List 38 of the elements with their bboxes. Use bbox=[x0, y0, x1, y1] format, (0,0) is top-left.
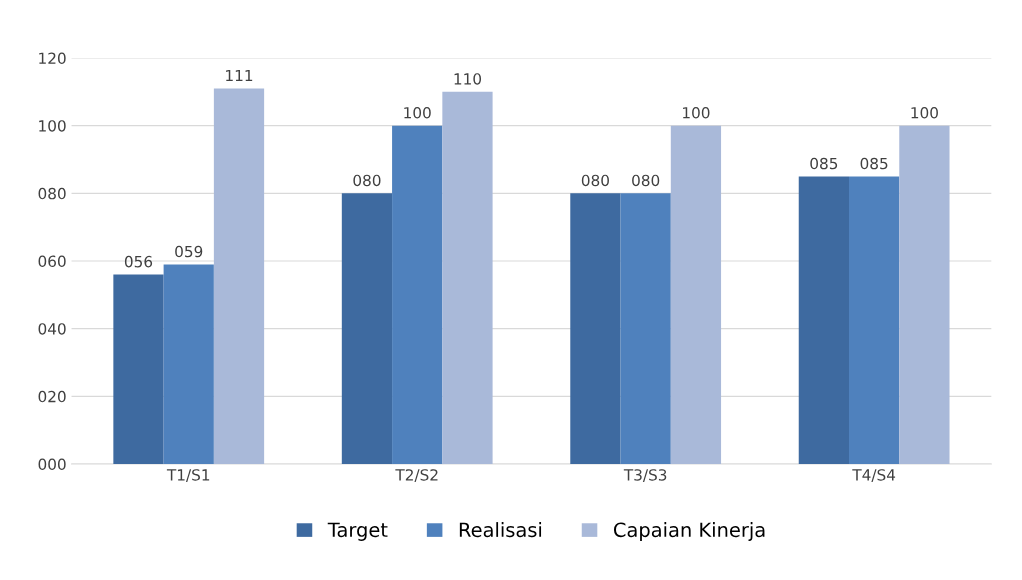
data-label: 111 bbox=[226, 69, 253, 82]
bar bbox=[899, 125, 950, 464]
y-tick-label: 120 bbox=[39, 52, 66, 65]
data-label: 085 bbox=[810, 157, 838, 170]
data-label: 059 bbox=[175, 245, 203, 258]
y-tick-label: 060 bbox=[38, 255, 66, 268]
bar bbox=[570, 193, 621, 464]
y-tick-label: 080 bbox=[38, 187, 66, 200]
x-tick-label: T1/S1 bbox=[166, 469, 210, 482]
x-tick-label: T2/S2 bbox=[395, 469, 438, 482]
y-tick-label: 000 bbox=[38, 458, 66, 471]
y-tick-label: 040 bbox=[38, 323, 66, 335]
legend-label: Realisasi bbox=[459, 522, 542, 538]
legend-label: Target bbox=[327, 522, 388, 541]
y-tick-label: 020 bbox=[38, 390, 66, 403]
legend-label: Capaian Kinerja bbox=[613, 522, 765, 541]
bar bbox=[113, 274, 164, 464]
data-label: 056 bbox=[124, 255, 153, 268]
data-label: 080 bbox=[353, 174, 381, 187]
bar bbox=[392, 125, 443, 464]
x-tick-label: T4/S4 bbox=[852, 469, 896, 482]
bar bbox=[849, 176, 900, 464]
bar bbox=[798, 176, 850, 464]
bar bbox=[163, 264, 214, 464]
y-tick-label: 100 bbox=[39, 120, 66, 132]
data-label: 100 bbox=[404, 106, 431, 119]
data-label: 100 bbox=[911, 106, 938, 119]
data-label: 100 bbox=[683, 106, 710, 119]
bar bbox=[442, 91, 493, 464]
bar bbox=[341, 193, 393, 464]
data-label: 085 bbox=[860, 157, 888, 170]
bar bbox=[213, 88, 265, 464]
data-label: 110 bbox=[454, 73, 482, 85]
x-tick-label: T3/S3 bbox=[623, 469, 667, 482]
data-label: 080 bbox=[581, 174, 609, 187]
bar bbox=[670, 125, 722, 464]
data-label: 080 bbox=[632, 174, 660, 187]
bar bbox=[620, 193, 671, 464]
